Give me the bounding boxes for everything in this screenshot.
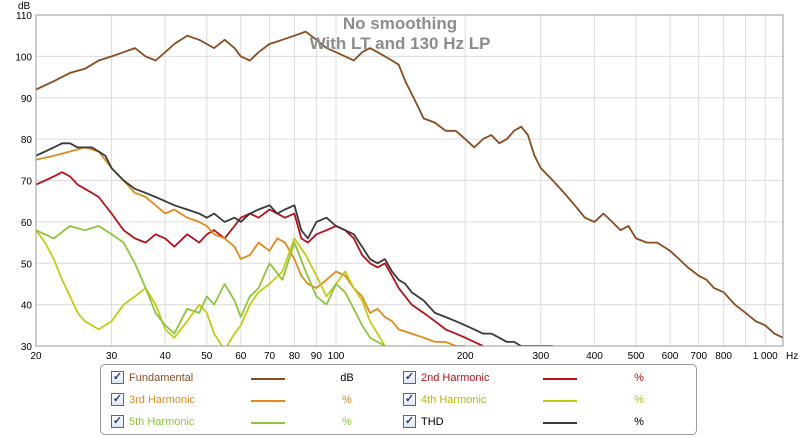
legend-label: 5th Harmonic — [129, 416, 195, 428]
legend-item-5th-harmonic[interactable]: ✓ 5th Harmonic % — [111, 413, 401, 433]
legend-swatch — [543, 378, 577, 380]
y-tick-label: 90 — [21, 94, 33, 105]
x-axis-label: Hz — [786, 351, 798, 362]
y-axis-label: dB — [18, 1, 31, 12]
y-tick-label: 50 — [21, 259, 33, 270]
x-tick-label: 60 — [235, 351, 247, 362]
legend-item-4th-harmonic[interactable]: ✓ 4th Harmonic % — [403, 391, 693, 411]
x-tick-label: 800 — [715, 351, 732, 362]
legend-swatch — [251, 400, 285, 402]
legend-swatch — [251, 422, 285, 424]
legend-label: 2nd Harmonic — [421, 372, 490, 384]
x-tick-label: 70 — [264, 351, 276, 362]
legend-item-thd[interactable]: ✓ THD % — [403, 413, 693, 433]
x-tick-label: 90 — [311, 351, 323, 362]
chart-subtitle: With LT and 130 Hz LP — [310, 34, 491, 53]
legend-unit: % — [634, 394, 644, 406]
x-tick-label: 700 — [690, 351, 707, 362]
legend-swatch — [543, 400, 577, 402]
x-tick-label: 50 — [201, 351, 213, 362]
x-tick-label: 20 — [30, 351, 42, 362]
legend-label: Fundamental — [129, 372, 194, 384]
legend-swatch — [543, 422, 577, 424]
x-tick-label: 600 — [662, 351, 679, 362]
series-group — [36, 30, 783, 346]
y-tick-label: 100 — [15, 52, 32, 63]
x-tick-label: 400 — [586, 351, 603, 362]
series-line-thd — [36, 142, 553, 346]
series-line-2nd-harmonic — [36, 171, 484, 346]
legend: ✓ Fundamental dB ✓ 2nd Harmonic % ✓ 3rd … — [100, 364, 697, 435]
checkbox-checked-icon[interactable]: ✓ — [403, 393, 416, 406]
legend-item-3rd-harmonic[interactable]: ✓ 3rd Harmonic % — [111, 391, 401, 411]
series-line-3rd-harmonic — [36, 146, 466, 346]
legend-label: THD — [421, 416, 444, 428]
x-tick-label: 80 — [289, 351, 301, 362]
checkbox-checked-icon[interactable]: ✓ — [111, 393, 124, 406]
legend-unit: dB — [340, 372, 354, 384]
y-tick-label: 110 — [16, 11, 32, 22]
legend-unit: % — [342, 394, 352, 406]
x-tick-label: 40 — [160, 351, 172, 362]
y-tick-label: 70 — [21, 177, 33, 188]
x-tick-labels: 20 30 40 50 60 70 80 90 100 200 300 400 500 600 700 800… — [30, 351, 778, 362]
x-tick-label: 300 — [532, 351, 549, 362]
series-line-5th-harmonic — [36, 225, 386, 346]
y-tick-label: 30 — [21, 342, 33, 353]
x-tick-label: 1 000 — [753, 351, 778, 362]
legend-item-fundamental[interactable]: ✓ Fundamental dB — [111, 369, 401, 389]
y-tick-label: 80 — [21, 135, 33, 146]
legend-label: 4th Harmonic — [421, 394, 487, 406]
x-tick-label: 500 — [628, 351, 645, 362]
y-tick-labels: 30 40 50 60 70 80 90 100 110 — [15, 11, 32, 353]
grid-lines — [35, 14, 783, 347]
checkbox-checked-icon[interactable]: ✓ — [403, 371, 416, 384]
series-line-fundamental — [36, 30, 783, 339]
checkbox-checked-icon[interactable]: ✓ — [403, 415, 416, 428]
legend-unit: % — [634, 416, 644, 428]
x-tick-label: 200 — [457, 351, 474, 362]
x-tick-label: 100 — [328, 351, 345, 362]
series-line-4th-harmonic — [36, 229, 386, 346]
y-tick-label: 40 — [21, 301, 33, 312]
legend-unit: % — [342, 416, 352, 428]
checkbox-checked-icon[interactable]: ✓ — [111, 415, 124, 428]
checkbox-checked-icon[interactable]: ✓ — [111, 371, 124, 384]
legend-label: 3rd Harmonic — [129, 394, 196, 406]
legend-swatch — [251, 378, 285, 380]
legend-unit: % — [634, 372, 644, 384]
x-tick-label: 30 — [106, 351, 118, 362]
legend-item-2nd-harmonic[interactable]: ✓ 2nd Harmonic % — [403, 369, 693, 389]
chart-title: No smoothing — [343, 14, 457, 33]
plot-frame — [35, 14, 784, 347]
y-tick-label: 60 — [21, 218, 33, 229]
